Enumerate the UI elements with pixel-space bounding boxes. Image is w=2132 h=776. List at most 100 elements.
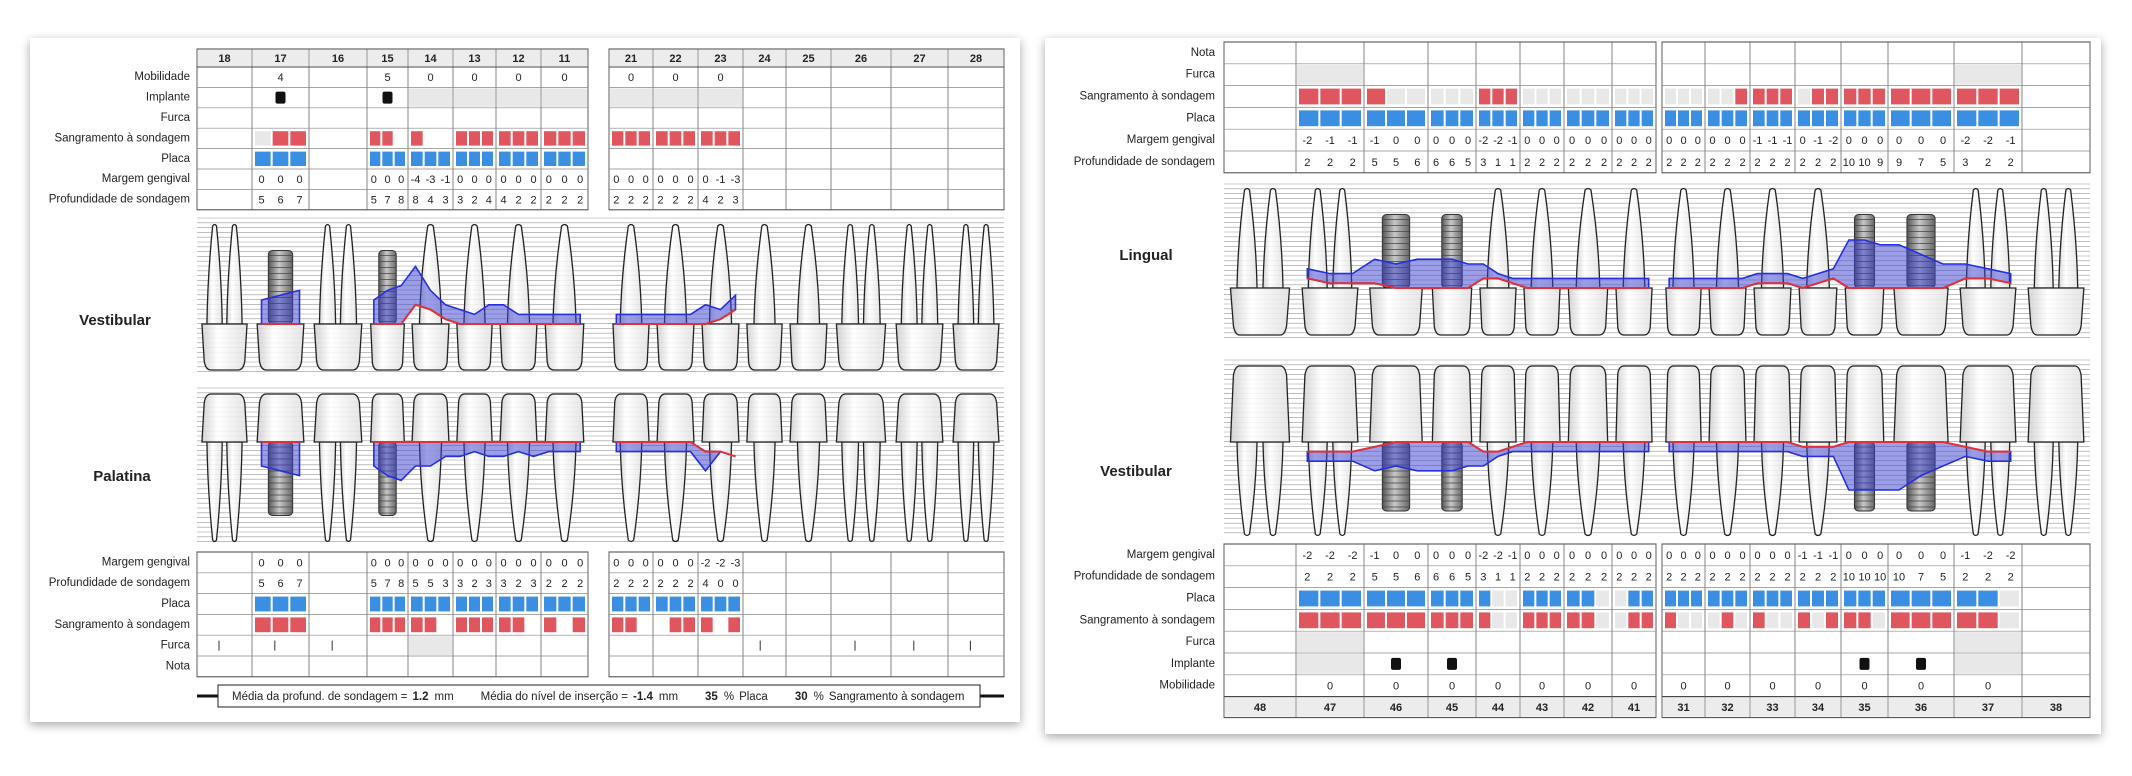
tooth-value: 0 — [561, 72, 567, 84]
plaque-box — [255, 151, 271, 166]
site-value: 0 — [277, 557, 283, 569]
tooth-crown — [201, 393, 248, 443]
bleeding-box — [669, 131, 682, 146]
tooth-crown — [1369, 287, 1423, 336]
site-value: 2 — [672, 195, 678, 207]
row-label: Margem gengival — [102, 173, 190, 185]
summary-value: 1.2 — [413, 691, 429, 703]
plaque-box — [572, 151, 585, 166]
row-label: Furca — [1186, 69, 1216, 81]
plaque-box — [1691, 590, 1702, 607]
plaque-box — [1479, 110, 1491, 127]
bleeding-box — [728, 617, 740, 633]
tooth-number: 23 — [714, 53, 726, 65]
view-label: Vestibular — [1100, 463, 1172, 480]
tooth-root — [463, 223, 486, 325]
plaque-box — [1858, 110, 1871, 127]
row-label: Furca — [161, 112, 191, 124]
empty-box — [1812, 612, 1824, 629]
bleeding-box — [1798, 612, 1810, 629]
site-value: 2 — [1585, 572, 1591, 584]
site-value: 3 — [500, 578, 506, 590]
site-value: 2 — [1631, 157, 1637, 169]
tooth-root — [1965, 187, 1986, 289]
plaque-box — [272, 596, 289, 612]
tooth-root — [226, 223, 243, 325]
site-value: -1 — [1813, 135, 1823, 147]
site-value: 2 — [1709, 157, 1715, 169]
plaque-box — [544, 596, 557, 612]
bleeding-box — [728, 131, 740, 146]
tooth-crown — [1567, 287, 1609, 336]
tooth-crown — [1665, 365, 1702, 443]
tooth-root — [1262, 187, 1284, 289]
tooth-crown — [701, 323, 740, 371]
bleeding-box — [1753, 88, 1765, 105]
site-value: 2 — [2008, 572, 2014, 584]
site-value: 2 — [577, 578, 583, 590]
bleeding-box — [272, 131, 289, 146]
site-value: 0 — [1800, 135, 1806, 147]
site-value: 0 — [1646, 135, 1652, 147]
bleeding-box — [411, 131, 423, 146]
view-label: Lingual — [1119, 247, 1172, 264]
empty-box — [255, 131, 271, 146]
plaque-box — [1536, 590, 1548, 607]
tooth-value: 0 — [1680, 681, 1686, 693]
tooth-number: 36 — [1915, 702, 1927, 714]
tooth-root — [1332, 187, 1353, 289]
tooth-number: 27 — [913, 53, 925, 65]
bleeding-box — [1735, 88, 1747, 105]
plaque-box — [1299, 590, 1319, 607]
site-value: 0 — [1646, 550, 1652, 562]
header-cell — [1225, 697, 1295, 717]
plaque-box — [1320, 590, 1340, 607]
tooth-root — [957, 223, 975, 325]
plaque-box — [1665, 590, 1676, 607]
bleeding-box — [1957, 612, 1977, 629]
plaque-box — [558, 596, 571, 612]
disabled-cell — [409, 88, 452, 107]
site-value: 2 — [561, 578, 567, 590]
bleeding-box — [290, 131, 306, 146]
bleeding-box — [482, 617, 493, 633]
empty-box — [1780, 612, 1792, 629]
plaque-box — [1596, 110, 1609, 127]
header-cell — [949, 50, 1003, 66]
tooth-number: 38 — [2050, 702, 2062, 714]
site-value: -2 — [2006, 550, 2016, 562]
bleeding-box — [1826, 88, 1838, 105]
bleeding-box — [411, 617, 423, 633]
bleeding-box — [714, 131, 727, 146]
plaque-box — [1641, 110, 1653, 127]
empty-box — [1581, 88, 1595, 105]
header-cell — [542, 50, 587, 66]
plaque-box — [1872, 110, 1885, 127]
bleeding-box — [1826, 612, 1838, 629]
site-value: 2 — [1754, 157, 1760, 169]
site-value: 2 — [1539, 157, 1545, 169]
site-value: -3 — [731, 174, 741, 186]
plaque-box — [1844, 590, 1857, 607]
site-value: 2 — [643, 578, 649, 590]
tooth-root — [957, 441, 975, 543]
empty-box — [1407, 88, 1425, 105]
tooth-crown — [1844, 287, 1885, 336]
header-cell — [1565, 697, 1611, 717]
site-value: 0 — [672, 174, 678, 186]
row-label: Mobilidade — [1159, 680, 1215, 692]
site-value: 0 — [1449, 135, 1455, 147]
tooth-number: 24 — [758, 53, 771, 65]
tooth-value: 0 — [1585, 681, 1591, 693]
site-value: 0 — [1918, 550, 1924, 562]
tooth-crown — [656, 323, 695, 371]
site-value: 5 — [1393, 572, 1399, 584]
site-value: 0 — [561, 174, 567, 186]
site-value: -4 — [411, 174, 421, 186]
site-value: 2 — [1616, 157, 1622, 169]
tooth-root — [1307, 441, 1328, 537]
tooth-crown — [1959, 365, 2017, 443]
empty-box — [1708, 88, 1720, 105]
plaque-box — [1460, 590, 1473, 607]
site-value: 2 — [1646, 572, 1652, 584]
